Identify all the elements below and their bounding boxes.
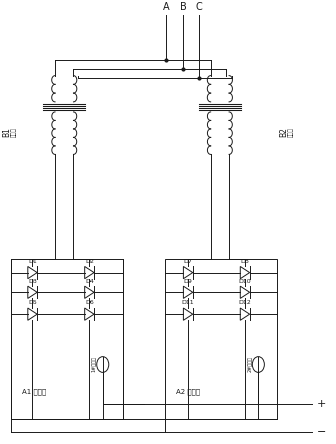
Polygon shape xyxy=(240,286,250,298)
Text: D5: D5 xyxy=(28,301,37,305)
Text: D2: D2 xyxy=(85,259,94,264)
Text: B2: B2 xyxy=(279,127,288,138)
Text: B: B xyxy=(180,2,186,12)
Text: D6: D6 xyxy=(85,301,94,305)
Text: +: + xyxy=(317,399,326,409)
Polygon shape xyxy=(85,308,94,320)
Text: C: C xyxy=(196,2,203,12)
Text: D1: D1 xyxy=(28,259,37,264)
Text: 2#直流量: 2#直流量 xyxy=(248,357,252,373)
Text: 变压器: 变压器 xyxy=(11,127,17,137)
Polygon shape xyxy=(183,266,193,279)
Text: D9: D9 xyxy=(184,278,193,284)
Text: 1#直流量: 1#直流量 xyxy=(92,357,97,373)
Text: D11: D11 xyxy=(182,301,195,305)
Text: 变压器: 变压器 xyxy=(288,127,294,137)
Polygon shape xyxy=(85,266,94,279)
Text: D8: D8 xyxy=(241,259,249,264)
Text: A2 整流桥: A2 整流桥 xyxy=(176,388,201,395)
Text: D10: D10 xyxy=(239,278,251,284)
Text: A: A xyxy=(163,2,170,12)
Polygon shape xyxy=(28,308,37,320)
Polygon shape xyxy=(183,308,193,320)
Text: D7: D7 xyxy=(184,259,193,264)
Text: D12: D12 xyxy=(239,301,251,305)
Text: D4: D4 xyxy=(85,278,94,284)
Polygon shape xyxy=(28,266,37,279)
Polygon shape xyxy=(240,266,250,279)
Text: A1 整流桥: A1 整流桥 xyxy=(23,388,47,395)
Polygon shape xyxy=(85,286,94,298)
Polygon shape xyxy=(183,286,193,298)
Text: D3: D3 xyxy=(28,278,37,284)
Polygon shape xyxy=(28,286,37,298)
Text: B1: B1 xyxy=(2,127,11,138)
Text: −: − xyxy=(317,428,326,437)
Polygon shape xyxy=(240,308,250,320)
